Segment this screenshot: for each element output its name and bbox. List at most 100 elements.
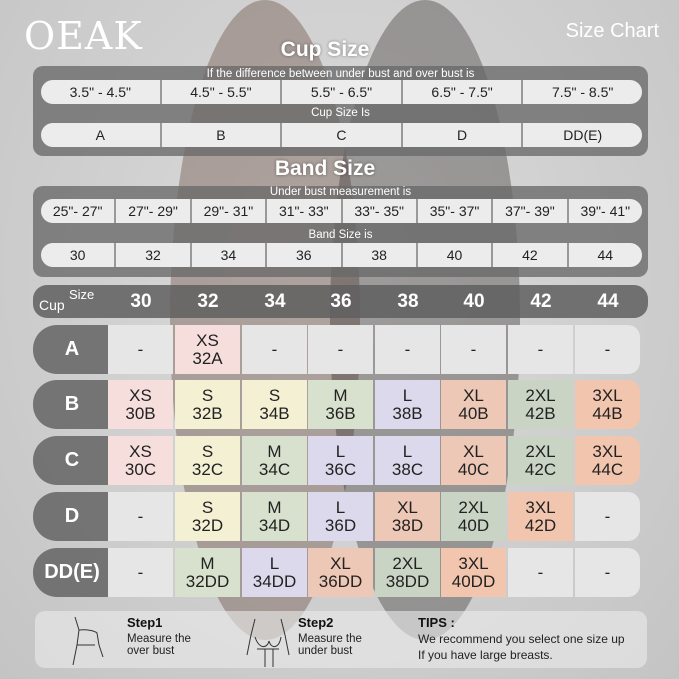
size-cell: 3XL 44B bbox=[575, 380, 640, 429]
row-label-cup: DD(E) bbox=[33, 548, 111, 597]
grid-header: Cup Size 30 32 34 36 38 40 42 44 bbox=[33, 285, 648, 318]
cup-word: Cup bbox=[39, 297, 65, 313]
column-header: 30 bbox=[130, 291, 152, 312]
cup-cell: A bbox=[41, 123, 160, 147]
column-header: 40 bbox=[463, 291, 485, 312]
range-cell: 29"- 31" bbox=[191, 199, 266, 223]
size-cell: XL 38D bbox=[375, 492, 440, 541]
cup-label: Cup Size Is bbox=[311, 107, 370, 119]
diff-row: 3.5" - 4.5" 4.5" - 5.5" 5.5" - 6.5" 6.5" - … bbox=[41, 80, 642, 104]
size-cell: S 34B bbox=[242, 380, 307, 429]
range-cell: 31"- 33" bbox=[267, 199, 341, 223]
size-cell: XL 40C bbox=[441, 436, 506, 485]
range-row: 25"- 27" 27"- 29" 29"- 31" 31"- 33" 33"- 35"… bbox=[41, 199, 642, 223]
size-cell: L 34DD bbox=[242, 548, 307, 597]
range-cell: 37"- 39" bbox=[493, 199, 567, 223]
column-header: 36 bbox=[330, 291, 352, 312]
diff-label: If the difference between under bust and… bbox=[206, 68, 475, 80]
step2-title: Step2 bbox=[298, 615, 334, 630]
band-cell: 30 bbox=[41, 243, 115, 267]
cup-size-corner: Cup Size bbox=[39, 287, 94, 313]
row-label-cup: C bbox=[33, 436, 111, 485]
size-cell: L 36C bbox=[308, 436, 373, 485]
step2-text2: under bust bbox=[298, 645, 353, 657]
size-cell: XS 30B bbox=[108, 380, 173, 429]
size-cell: - bbox=[575, 492, 640, 541]
row-label-cup: D bbox=[33, 492, 111, 541]
cup-cell: D bbox=[402, 123, 522, 147]
size-cell: L 36D bbox=[308, 492, 373, 541]
size-cell: - bbox=[108, 548, 173, 597]
size-cell: M 32DD bbox=[175, 548, 240, 597]
size-cell: S 32D bbox=[175, 492, 240, 541]
size-cell: - bbox=[508, 325, 573, 374]
size-cell: XL 36DD bbox=[308, 548, 373, 597]
size-cell: 2XL 40D bbox=[441, 492, 506, 541]
band-cell: 42 bbox=[493, 243, 567, 267]
step1-text: Measure the bbox=[127, 633, 191, 645]
size-cell: M 34D bbox=[242, 492, 307, 541]
band-size-title: Band Size bbox=[274, 157, 376, 180]
range-cell: 33"- 35" bbox=[342, 199, 416, 223]
size-cell: L 38B bbox=[375, 380, 440, 429]
diff-cell: 3.5" - 4.5" bbox=[41, 80, 160, 104]
column-header: 34 bbox=[264, 291, 286, 312]
band-cell: 44 bbox=[568, 243, 642, 267]
cup-row: A B C D DD(E) bbox=[41, 123, 642, 147]
size-cell: 3XL 42D bbox=[508, 492, 573, 541]
band-cell: 34 bbox=[191, 243, 266, 267]
column-header: 38 bbox=[397, 291, 419, 312]
measure-over-bust-icon bbox=[72, 616, 104, 666]
size-cell: XS 30C bbox=[108, 436, 173, 485]
band-cell: 36 bbox=[267, 243, 341, 267]
band-cell: 40 bbox=[417, 243, 492, 267]
band-size-panel: Under bust measurement is 25"- 27" 27"- 2… bbox=[33, 186, 648, 277]
cup-cell: C bbox=[282, 123, 401, 147]
size-cell: 2XL 38DD bbox=[375, 548, 440, 597]
size-cell: - bbox=[575, 548, 640, 597]
range-cell: 27"- 29" bbox=[116, 199, 190, 223]
tips-line1: We recommend you select one size up bbox=[418, 632, 625, 646]
tips-title: TIPS : bbox=[418, 615, 455, 630]
size-cell: - bbox=[575, 325, 640, 374]
band-cell: 38 bbox=[342, 243, 416, 267]
size-cell: L 38C bbox=[375, 436, 440, 485]
size-cell: - bbox=[441, 325, 506, 374]
size-cell: 2XL 42C bbox=[508, 436, 573, 485]
size-cell: M 36B bbox=[308, 380, 373, 429]
size-cell: 3XL 40DD bbox=[441, 548, 506, 597]
band-row: 30 32 34 36 38 40 42 44 bbox=[41, 243, 642, 267]
column-header: 42 bbox=[530, 291, 552, 312]
band-cell: 32 bbox=[116, 243, 190, 267]
footer-panel: Step1 Measure the over bust Step2 Measur… bbox=[35, 611, 647, 668]
size-cell: S 32B bbox=[175, 380, 240, 429]
size-cell: 3XL 44C bbox=[575, 436, 640, 485]
cup-cell: DD(E) bbox=[523, 123, 642, 147]
size-cell: - bbox=[308, 325, 373, 374]
size-cell: - bbox=[108, 492, 173, 541]
band-label: Band Size is bbox=[308, 229, 373, 241]
size-cell: XL 40B bbox=[441, 380, 506, 429]
size-cell: 2XL 42B bbox=[508, 380, 573, 429]
cup-size-panel: If the difference between under bust and… bbox=[33, 66, 648, 156]
step1-title: Step1 bbox=[127, 615, 163, 630]
diff-cell: 5.5" - 6.5" bbox=[282, 80, 401, 104]
range-cell: 39"- 41" bbox=[568, 199, 642, 223]
tips-line2: If you have large breasts. bbox=[418, 648, 553, 662]
size-cell: M 34C bbox=[242, 436, 307, 485]
diff-cell: 4.5" - 5.5" bbox=[161, 80, 281, 104]
size-cell: - bbox=[375, 325, 440, 374]
row-label-cup: A bbox=[33, 325, 111, 374]
brand-logo: OEAK bbox=[24, 14, 143, 58]
diff-cell: 6.5" - 7.5" bbox=[402, 80, 522, 104]
step2-text: Measure the bbox=[298, 633, 362, 645]
cup-size-title: Cup Size bbox=[280, 38, 370, 61]
range-cell: 25"- 27" bbox=[41, 199, 115, 223]
range-cell: 35"- 37" bbox=[417, 199, 492, 223]
page-title: Size Chart bbox=[565, 20, 659, 42]
measure-under-bust-icon bbox=[246, 618, 290, 667]
step1-text2: over bust bbox=[127, 645, 175, 657]
under-label: Under bust measurement is bbox=[269, 186, 412, 198]
diff-cell: 7.5" - 8.5" bbox=[523, 80, 642, 104]
